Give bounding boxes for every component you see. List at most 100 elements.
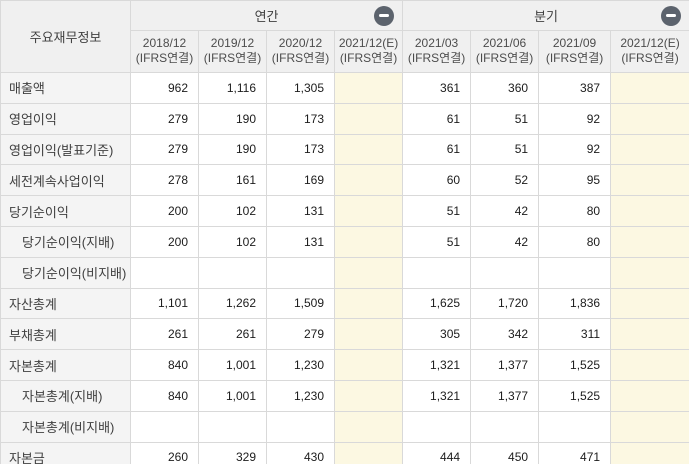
value-cell: 305 (402, 318, 472, 351)
value-cell: 361 (402, 72, 472, 104)
column-basis: (IFRS연결) (135, 51, 194, 65)
value-cell: 42 (470, 195, 540, 227)
collapse-annual-minus-icon[interactable] (374, 5, 395, 26)
minus-bar (666, 13, 676, 17)
column-header-quarterly-5: 2021/06 (IFRS연결) (470, 30, 540, 73)
value-cell: 471 (538, 441, 612, 464)
group-label-annual: 연간 (254, 9, 279, 24)
group-header-row: 주요재무정보 연간 분기 (0, 0, 689, 73)
value-cell (333, 225, 404, 258)
value-cell (333, 164, 404, 197)
value-cell: 1,509 (266, 287, 335, 320)
value-cell: 962 (130, 72, 199, 104)
minus-bar (379, 13, 390, 17)
row-label: 영업이익(발표기준) (0, 133, 131, 166)
value-cell: 1,720 (470, 287, 540, 320)
value-cell (610, 349, 689, 381)
value-cell: 51 (470, 133, 540, 166)
table-row: 당기순이익(지배) 200 102 131 51 42 80 (0, 225, 689, 258)
row-label: 세전계속사업이익 (0, 164, 131, 197)
value-cell: 329 (198, 441, 267, 464)
column-header-annual-1: 2019/12 (IFRS연결) (198, 30, 267, 73)
group-label-quarterly: 분기 (534, 9, 558, 24)
value-cell (538, 256, 612, 289)
value-cell (198, 256, 267, 289)
value-cell: 60 (402, 164, 472, 197)
group-header-annual: 연간 (129, 0, 404, 31)
table-row: 부채총계 261 261 279 305 342 311 (0, 318, 689, 351)
column-header-quarterly-7: 2021/12(E) (IFRS연결) (610, 30, 689, 73)
value-cell: 1,321 (402, 349, 472, 381)
column-period: 2020/12 (278, 36, 323, 50)
row-label: 자본총계(지배) (0, 379, 131, 412)
value-cell (538, 410, 612, 443)
value-cell: 387 (538, 72, 612, 104)
value-cell (130, 256, 199, 289)
value-cell: 1,525 (538, 379, 612, 412)
value-cell: 80 (538, 195, 612, 227)
value-cell: 92 (538, 102, 612, 135)
column-header-annual-2: 2020/12 (IFRS연결) (266, 30, 335, 73)
value-cell (333, 102, 404, 135)
value-cell: 51 (402, 225, 472, 258)
table-row: 자본총계(지배) 840 1,001 1,230 1,321 1,377 1,525 (0, 379, 689, 412)
value-cell (333, 256, 404, 289)
column-basis: (IFRS연결) (339, 51, 398, 65)
column-basis: (IFRS연결) (475, 51, 534, 65)
table-row: 세전계속사업이익 278 161 169 60 52 95 (0, 164, 689, 197)
value-cell (610, 164, 689, 197)
value-cell: 1,116 (198, 72, 267, 104)
value-cell: 444 (402, 441, 472, 464)
column-basis: (IFRS연결) (407, 51, 466, 65)
column-period: 2018/12 (142, 36, 187, 50)
value-cell (333, 72, 404, 104)
table-row: 당기순이익(비지배) (0, 256, 689, 289)
value-cell (610, 287, 689, 320)
table-row: 영업이익 279 190 173 61 51 92 (0, 102, 689, 135)
value-cell: 1,230 (266, 379, 335, 412)
value-cell: 92 (538, 133, 612, 166)
value-cell: 61 (402, 133, 472, 166)
value-cell: 260 (130, 441, 199, 464)
value-cell (333, 195, 404, 227)
value-cell: 450 (470, 441, 540, 464)
corner-header: 주요재무정보 (0, 0, 131, 73)
value-cell (470, 256, 540, 289)
value-cell (610, 379, 689, 412)
column-period: 2021/12(E) (620, 36, 680, 50)
column-basis: (IFRS연결) (271, 51, 330, 65)
row-label: 자본총계 (0, 349, 131, 381)
table-row: 매출액 962 1,116 1,305 361 360 387 (0, 72, 689, 104)
value-cell: 42 (470, 225, 540, 258)
column-header-annual-0: 2018/12 (IFRS연결) (130, 30, 199, 73)
value-cell (610, 441, 689, 464)
value-cell (333, 410, 404, 443)
value-cell: 1,377 (470, 349, 540, 381)
value-cell: 190 (198, 102, 267, 135)
value-cell (333, 318, 404, 351)
row-label: 자본금 (0, 441, 131, 464)
table-row: 자산총계 1,101 1,262 1,509 1,625 1,720 1,836 (0, 287, 689, 320)
value-cell (266, 256, 335, 289)
value-cell: 102 (198, 225, 267, 258)
collapse-quarterly-minus-icon[interactable] (661, 5, 681, 26)
value-cell (333, 133, 404, 166)
value-cell (610, 133, 689, 166)
value-cell: 200 (130, 195, 199, 227)
value-cell: 430 (266, 441, 335, 464)
column-period: 2021/03 (414, 36, 459, 50)
value-cell: 1,101 (130, 287, 199, 320)
value-cell (130, 410, 199, 443)
row-label: 자본총계(비지배) (0, 410, 131, 443)
value-cell (333, 349, 404, 381)
value-cell (333, 287, 404, 320)
value-cell: 169 (266, 164, 335, 197)
value-cell (402, 410, 472, 443)
value-cell: 51 (402, 195, 472, 227)
column-basis: (IFRS연결) (621, 51, 679, 65)
value-cell (266, 410, 335, 443)
group-header-quarterly: 분기 (402, 0, 689, 31)
row-label: 당기순이익(지배) (0, 225, 131, 258)
value-cell: 1,305 (266, 72, 335, 104)
